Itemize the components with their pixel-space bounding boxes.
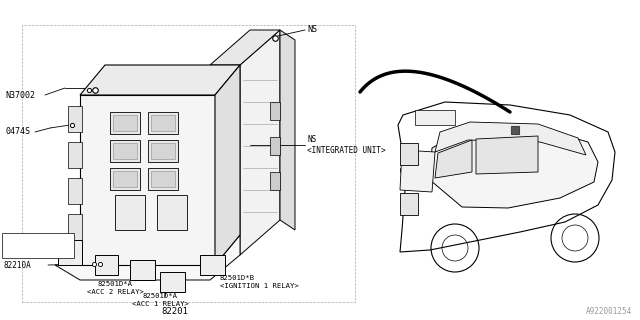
Polygon shape	[200, 255, 225, 275]
Bar	[2, 233, 74, 258]
Bar	[151, 143, 175, 159]
Bar	[68, 142, 82, 168]
Text: 82501D*A
<ACC 2 RELAY>: 82501D*A <ACC 2 RELAY>	[86, 282, 143, 294]
Bar	[148, 168, 178, 190]
Polygon shape	[280, 30, 295, 230]
Polygon shape	[240, 30, 280, 255]
Polygon shape	[215, 65, 240, 265]
Polygon shape	[435, 122, 586, 155]
Text: A922001254: A922001254	[586, 308, 632, 316]
Polygon shape	[400, 150, 435, 192]
Polygon shape	[210, 30, 280, 65]
Bar	[68, 214, 82, 240]
Text: N37002: N37002	[5, 91, 35, 100]
Bar	[270, 102, 280, 120]
Bar	[148, 140, 178, 162]
Polygon shape	[58, 240, 82, 265]
Bar	[113, 115, 137, 131]
Text: 82501D*B
<IGNITION 1 RELAY>: 82501D*B <IGNITION 1 RELAY>	[220, 276, 299, 289]
Bar	[415, 110, 455, 125]
Polygon shape	[95, 255, 118, 275]
Bar	[400, 193, 418, 215]
Text: 82501D*A
<ACC 1 RELAY>: 82501D*A <ACC 1 RELAY>	[132, 293, 188, 307]
Text: 82501D*B
<IGNITION 2 RELAY>: 82501D*B <IGNITION 2 RELAY>	[4, 237, 83, 251]
Polygon shape	[398, 102, 615, 252]
Text: NS: NS	[307, 26, 317, 35]
Bar	[270, 172, 280, 190]
Polygon shape	[130, 260, 155, 280]
Polygon shape	[476, 136, 538, 174]
Bar	[151, 171, 175, 187]
Bar	[68, 178, 82, 204]
Bar	[68, 106, 82, 132]
Bar	[157, 195, 187, 230]
Bar	[110, 168, 140, 190]
Text: 82201: 82201	[161, 308, 188, 316]
Polygon shape	[80, 95, 215, 265]
Text: 82210A: 82210A	[4, 260, 32, 269]
Bar	[400, 143, 418, 165]
Polygon shape	[55, 235, 240, 280]
Text: NS
<INTEGRATED UNIT>: NS <INTEGRATED UNIT>	[307, 135, 386, 155]
Bar	[115, 195, 145, 230]
Polygon shape	[80, 65, 240, 95]
Polygon shape	[430, 128, 598, 208]
Bar	[151, 115, 175, 131]
Polygon shape	[435, 140, 472, 178]
Bar	[110, 112, 140, 134]
Bar	[148, 112, 178, 134]
Bar	[270, 137, 280, 155]
Text: 0474S: 0474S	[5, 127, 30, 137]
Bar	[110, 140, 140, 162]
Bar	[113, 143, 137, 159]
Polygon shape	[160, 272, 185, 292]
Bar	[113, 171, 137, 187]
